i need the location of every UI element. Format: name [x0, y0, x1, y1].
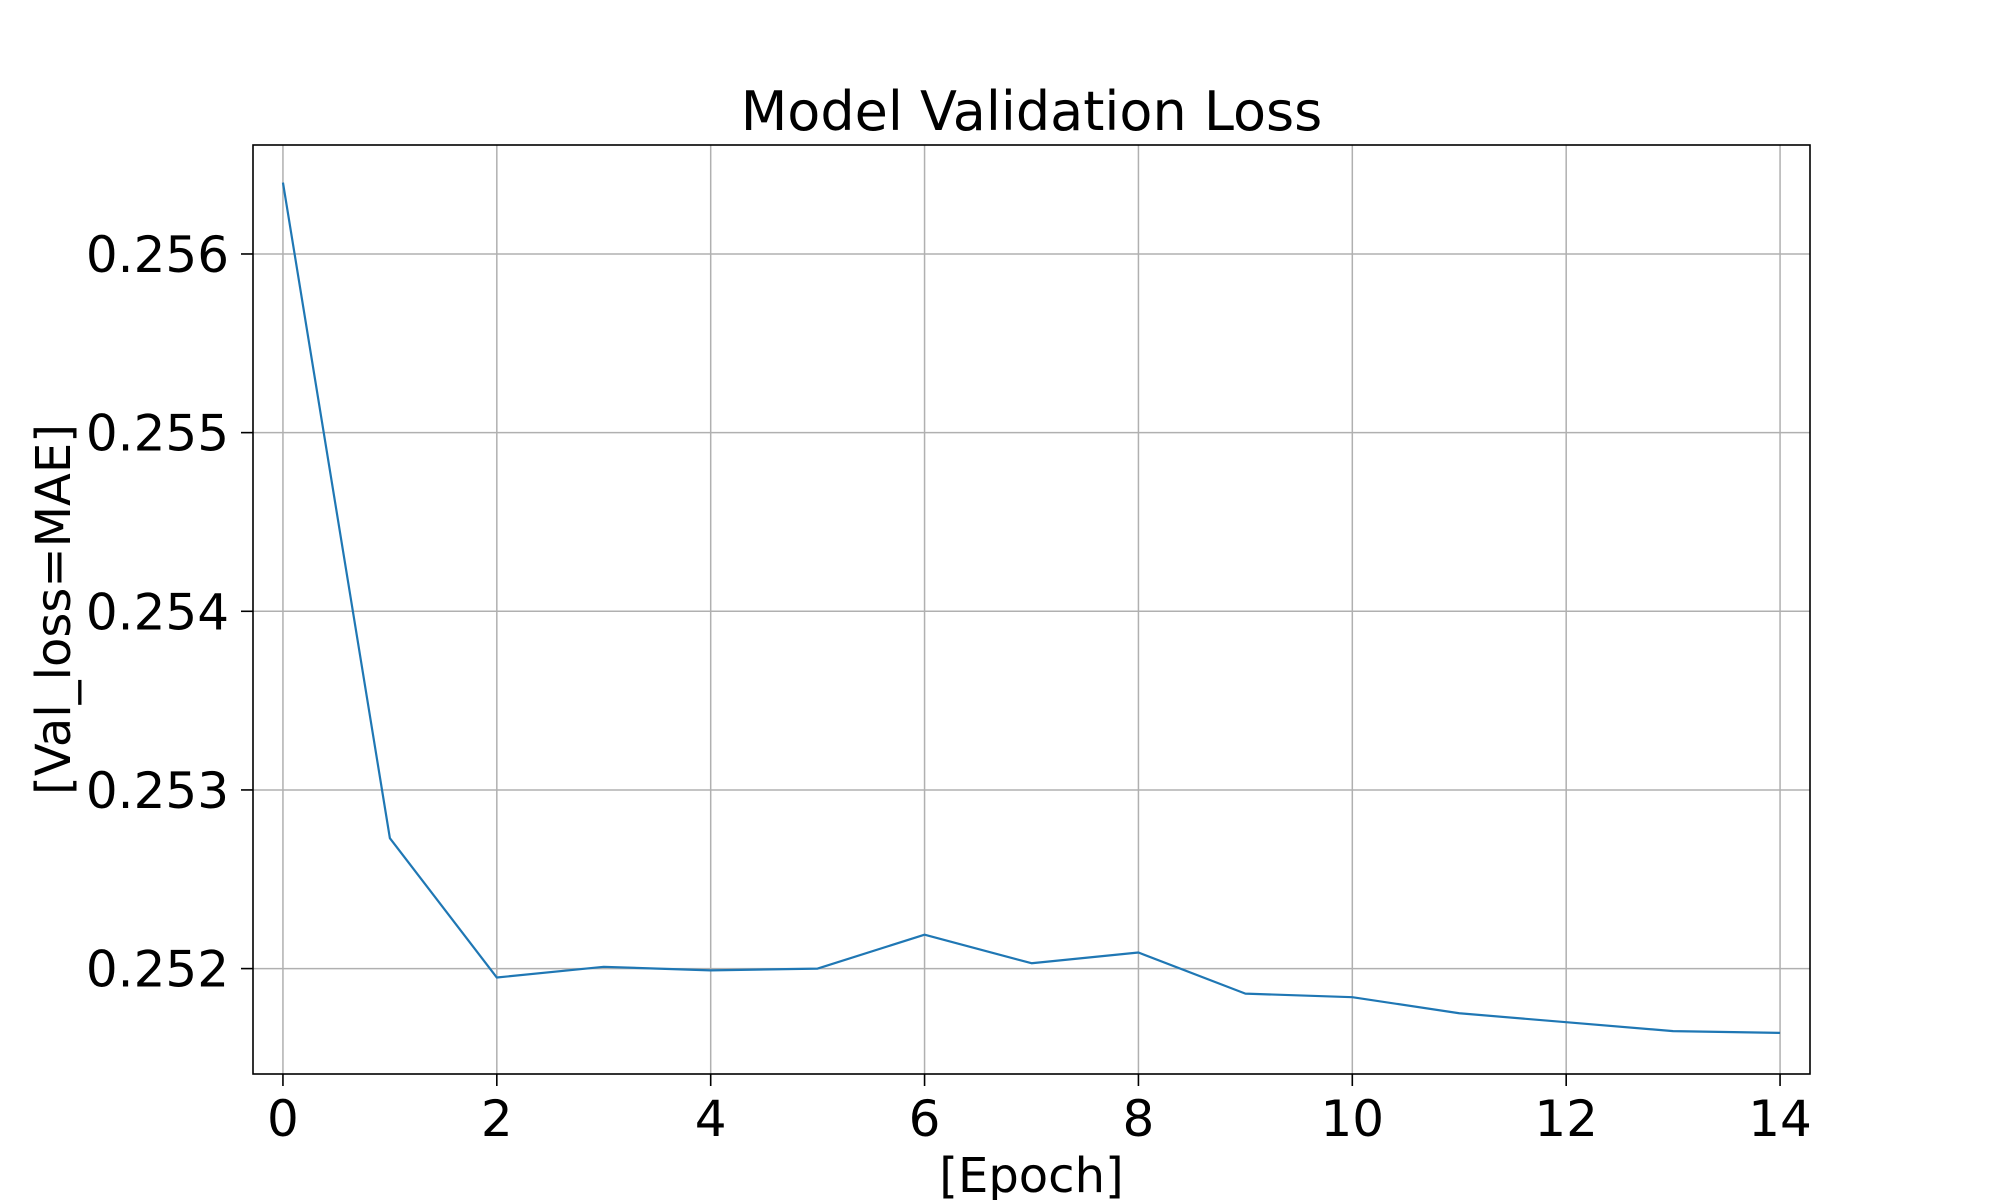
- y-tick-label: 0.252: [86, 941, 229, 999]
- series-line: [281, 182, 1781, 1035]
- y-tick-label: 0.255: [86, 405, 229, 463]
- series-layer: [281, 182, 1781, 1035]
- plot-frame: [252, 144, 1811, 1075]
- y-axis-label: [Val_loss=MAE]: [26, 424, 82, 795]
- x-tick-label: 4: [695, 1090, 727, 1148]
- y-tick-label: 0.254: [86, 583, 229, 641]
- x-axis-label: [Epoch]: [939, 1148, 1123, 1200]
- x-tick-label: 10: [1320, 1090, 1384, 1148]
- plot-area: [253, 145, 1810, 1074]
- x-tick-label: 6: [909, 1090, 941, 1148]
- x-tick-label: 8: [1123, 1090, 1155, 1148]
- x-tick-label: 2: [481, 1090, 513, 1148]
- y-axis-ticks: 0.252 0.253 0.254 0.255 0.256: [86, 226, 253, 999]
- x-tick-label: 14: [1748, 1090, 1812, 1148]
- x-axis-ticks: 0 2 4 6 8 10 12 14: [267, 1074, 1812, 1148]
- y-tick-label: 0.253: [86, 762, 229, 820]
- grid: [253, 145, 1810, 1074]
- chart-title: Model Validation Loss: [741, 80, 1323, 143]
- y-tick-label: 0.256: [86, 226, 229, 284]
- x-tick-label: 12: [1534, 1090, 1598, 1148]
- x-tick-label: 0: [267, 1090, 299, 1148]
